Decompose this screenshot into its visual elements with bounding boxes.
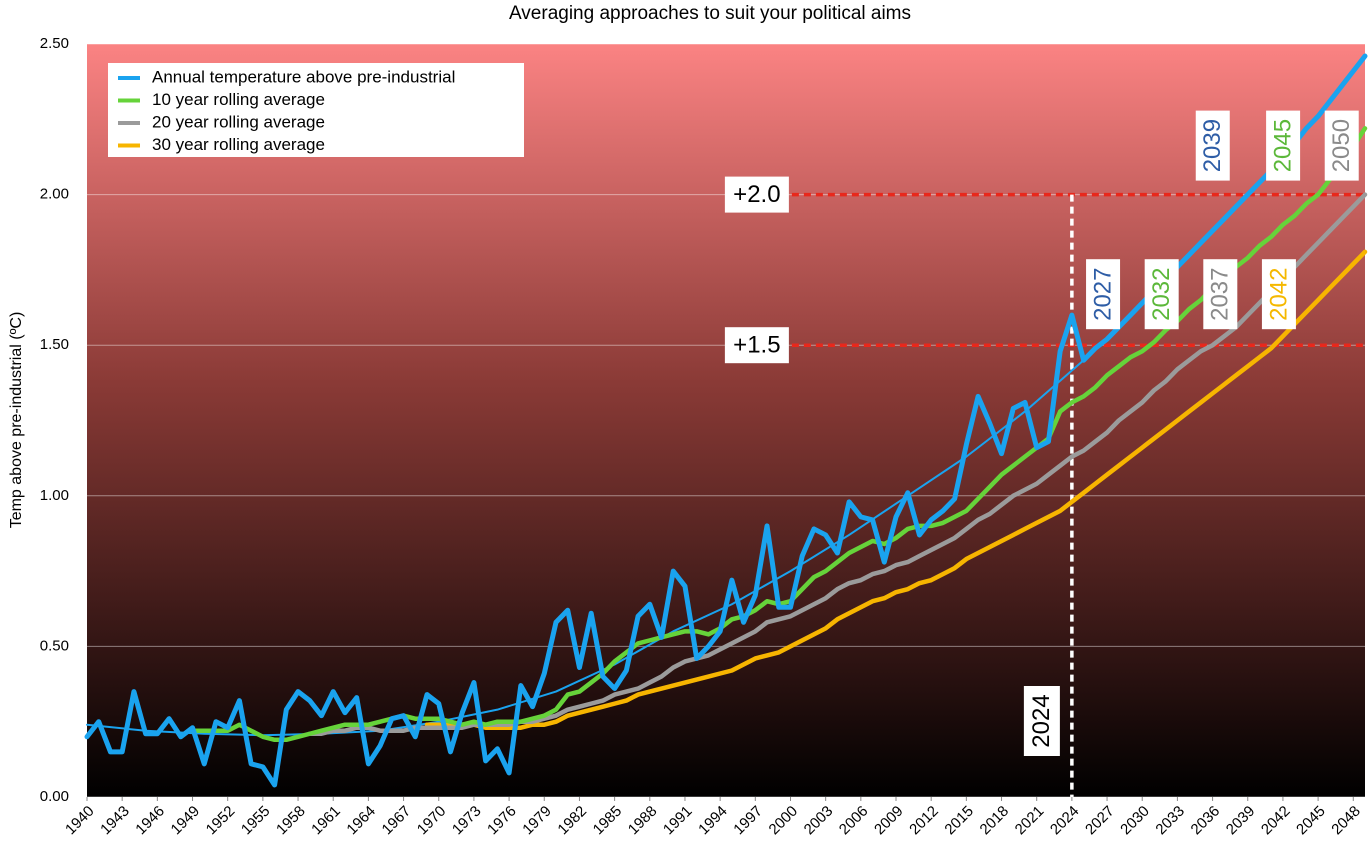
x-tick-label: 1940 [62, 803, 98, 839]
crossing-label-box [1144, 259, 1179, 330]
x-tick-label: 2042 [1258, 803, 1294, 839]
y-axis-label: Temp above pre-industrial (ºC) [8, 312, 25, 529]
x-tick-label: 2027 [1082, 803, 1118, 839]
crossing-label-box [1324, 110, 1359, 181]
x-tick-label: 1994 [695, 803, 731, 839]
threshold-label-box [724, 327, 789, 364]
legend-label: 20 year rolling average [152, 112, 325, 131]
threshold-label: +1.5 [733, 332, 780, 359]
y-tick-label: 1.00 [40, 487, 69, 504]
x-tick-label: 1979 [519, 803, 555, 839]
x-tick-label: 1976 [484, 803, 520, 839]
x-tick-label: 1946 [132, 803, 168, 839]
x-tick-label: 1988 [625, 803, 661, 839]
x-tick-label: 1952 [203, 803, 239, 839]
crossing-label: 2037 [1207, 268, 1234, 321]
legend-box [108, 63, 524, 157]
crossing-label: 2039 [1199, 119, 1226, 172]
x-tick-label: 2021 [1012, 803, 1048, 839]
x-tick-label: 2030 [1117, 803, 1153, 839]
x-tick-label: 2012 [906, 803, 942, 839]
crossing-label-box [1195, 110, 1230, 181]
x-tick-label: 2003 [801, 803, 837, 839]
x-tick-label: 2033 [1152, 803, 1188, 839]
x-tick-label: 1982 [554, 803, 590, 839]
x-tick-label: 2018 [977, 803, 1013, 839]
y-tick-label: 1.50 [40, 336, 69, 353]
series-line [424, 249, 1368, 730]
x-tick-label: 1955 [238, 803, 274, 839]
crossing-label-box [1086, 259, 1121, 330]
crossing-label: 2050 [1328, 119, 1355, 172]
x-tick-label: 2045 [1293, 803, 1329, 839]
y-tick-label: 2.00 [40, 186, 69, 203]
crossing-label: 2032 [1148, 268, 1175, 321]
legend: Annual temperature above pre-industrial 1… [108, 63, 524, 157]
crossing-label: 2042 [1265, 268, 1292, 321]
series-line [86, 359, 1085, 737]
x-tick-label: 2024 [1047, 803, 1083, 839]
x-tick-label: 1997 [730, 803, 766, 839]
x-tick-label: 1958 [273, 803, 309, 839]
x-tick-label: 1943 [97, 803, 133, 839]
x-tick-label: 2039 [1223, 803, 1259, 839]
x-tick-label: 2000 [766, 803, 802, 839]
x-tick-label: 1967 [379, 803, 415, 839]
y-tick-label: 2.50 [40, 35, 69, 52]
threshold-label: +2.0 [733, 181, 780, 208]
year-label: 2024 [1028, 694, 1055, 747]
x-tick-label: 2006 [836, 803, 872, 839]
x-tick-label: 1949 [168, 803, 204, 839]
chart-title: Averaging approaches to suit your politi… [509, 3, 911, 24]
x-tick-label: 2009 [871, 803, 907, 839]
crossing-label-box [1203, 259, 1238, 330]
legend-label: 10 year rolling average [152, 90, 325, 109]
crossing-label: 2027 [1089, 268, 1116, 321]
x-tick-label: 1961 [308, 803, 344, 839]
year-label-box [1023, 686, 1060, 756]
x-tick-label: 1970 [414, 803, 450, 839]
x-tick-label: 1964 [343, 803, 379, 839]
threshold-label-box [724, 176, 789, 213]
legend-label: 30 year rolling average [152, 135, 325, 154]
y-tick-label: 0.00 [40, 788, 69, 805]
y-tick-label: 0.50 [40, 637, 69, 654]
legend-label: Annual temperature above pre-industrial [152, 67, 455, 86]
x-tick-label: 2015 [941, 803, 977, 839]
crossing-label: 2045 [1269, 119, 1296, 172]
x-tick-label: 2036 [1188, 803, 1224, 839]
x-tick-label: 1991 [660, 803, 696, 839]
x-tick-label: 1973 [449, 803, 485, 839]
crossing-label-box [1261, 259, 1296, 330]
crossing-label-box [1266, 110, 1301, 181]
x-tick-label: 1985 [590, 803, 626, 839]
x-tick-label: 2048 [1328, 803, 1364, 839]
